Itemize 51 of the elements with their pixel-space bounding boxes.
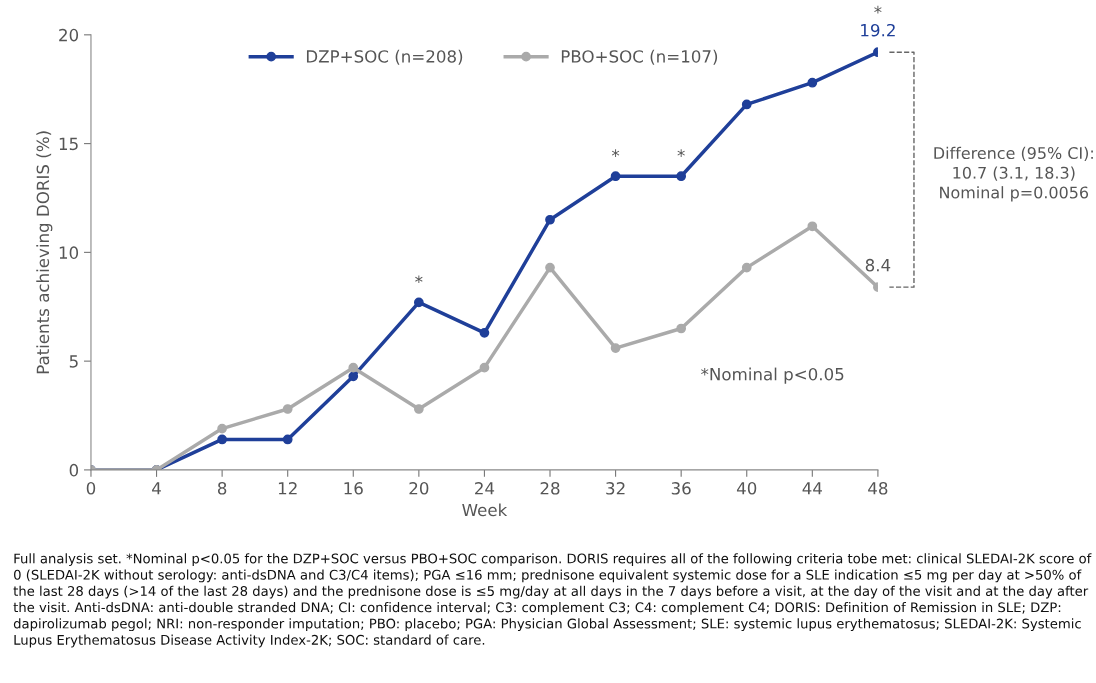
text: Difference (95% CI): 10.7 (3.1, 18.3) Nominal p=0.0056 [934,146,1093,202]
y-tick-label: 5 [69,355,78,368]
legend-label: DZP+SOC (n=208) [306,49,463,65]
x-tick-label: 16 [344,482,363,495]
point [217,423,227,434]
x-tick-label: 4 [152,482,161,495]
x-tick-label: 40 [736,482,757,495]
point [807,77,818,88]
y-tick-label: 20 [59,28,79,42]
x-tick-label: 24 [475,482,495,495]
x-tick-label: 8 [217,482,227,495]
point [479,327,490,338]
x-tick-label: 20 [409,482,429,495]
y-tick-label: 0 [69,463,79,477]
point [807,221,818,232]
x-axis-title: Week [462,503,508,517]
x-tick-label: 28 [540,482,560,495]
annotation: * [415,275,423,284]
text: Full analysis set. *Nominal p<0.05 for the DZP+SOC versus PBO+SOC comparison. DORIS requires all of the following criteria tobe met: clinical SLEDAI-2K score of 0 (SLEDAI-2K without serology: anti-dsDNA and C3/C4 items); PGA ≤16 mm; prednisone equivalent systemic dose for a SLE indication ≤5 mg per day at >50% of the last 28 days (>14 of the last 28 days) and the prednisone dose is ≤5 mg/day at all days in the 7 days before a visit, at the day of the visit and at the day after the visit. Anti-dsDNA: anti-double stranded DNA; CI: confidence interval; C3: complement C3; C4: complement C4; DORIS: Definition of Remission in SLE; DZP: dapirolizumab pegol; NRI: non-responder imputation; PBO: placebo; PGA: Physician Global Assessment; SLE: systemic lupus erythematosus; SLEDAI-2K: Systemic Lupus Erythematosus Disease Activity Index-2K; SOC: standard of care. [13,553,1092,648]
x-tick-label: 0 [86,482,96,495]
point [741,99,752,110]
point [676,171,687,182]
annotation: * [611,149,620,157]
y-tick-label: 15 [59,137,78,151]
annotation: * [874,5,882,14]
point [610,171,621,182]
point [676,323,687,334]
annotation: * [677,149,685,157]
point [413,404,424,414]
point [348,371,359,382]
x-tick-label: 48 [868,482,888,495]
annotation: *Nominal p<0.05 [701,367,844,384]
legend-label: PBO+SOC (n=107) [561,49,718,65]
x-tick-label: 36 [671,482,691,495]
point [479,362,490,373]
x-tick-label: 44 [802,482,822,495]
point [413,297,424,308]
y-axis-title: Patients achieving DORIS (%) [36,131,53,374]
point [545,262,555,273]
data-label: 19.2 [861,23,895,37]
point [282,404,293,414]
point [741,262,752,273]
point [282,434,293,445]
point [217,434,227,445]
y-tick-label: 10 [59,246,79,259]
x-tick-label: 12 [278,482,297,495]
data-label: 8.4 [865,258,891,272]
point [348,362,359,373]
x-tick-label: 32 [606,482,625,495]
point [610,343,621,353]
point [545,214,555,225]
